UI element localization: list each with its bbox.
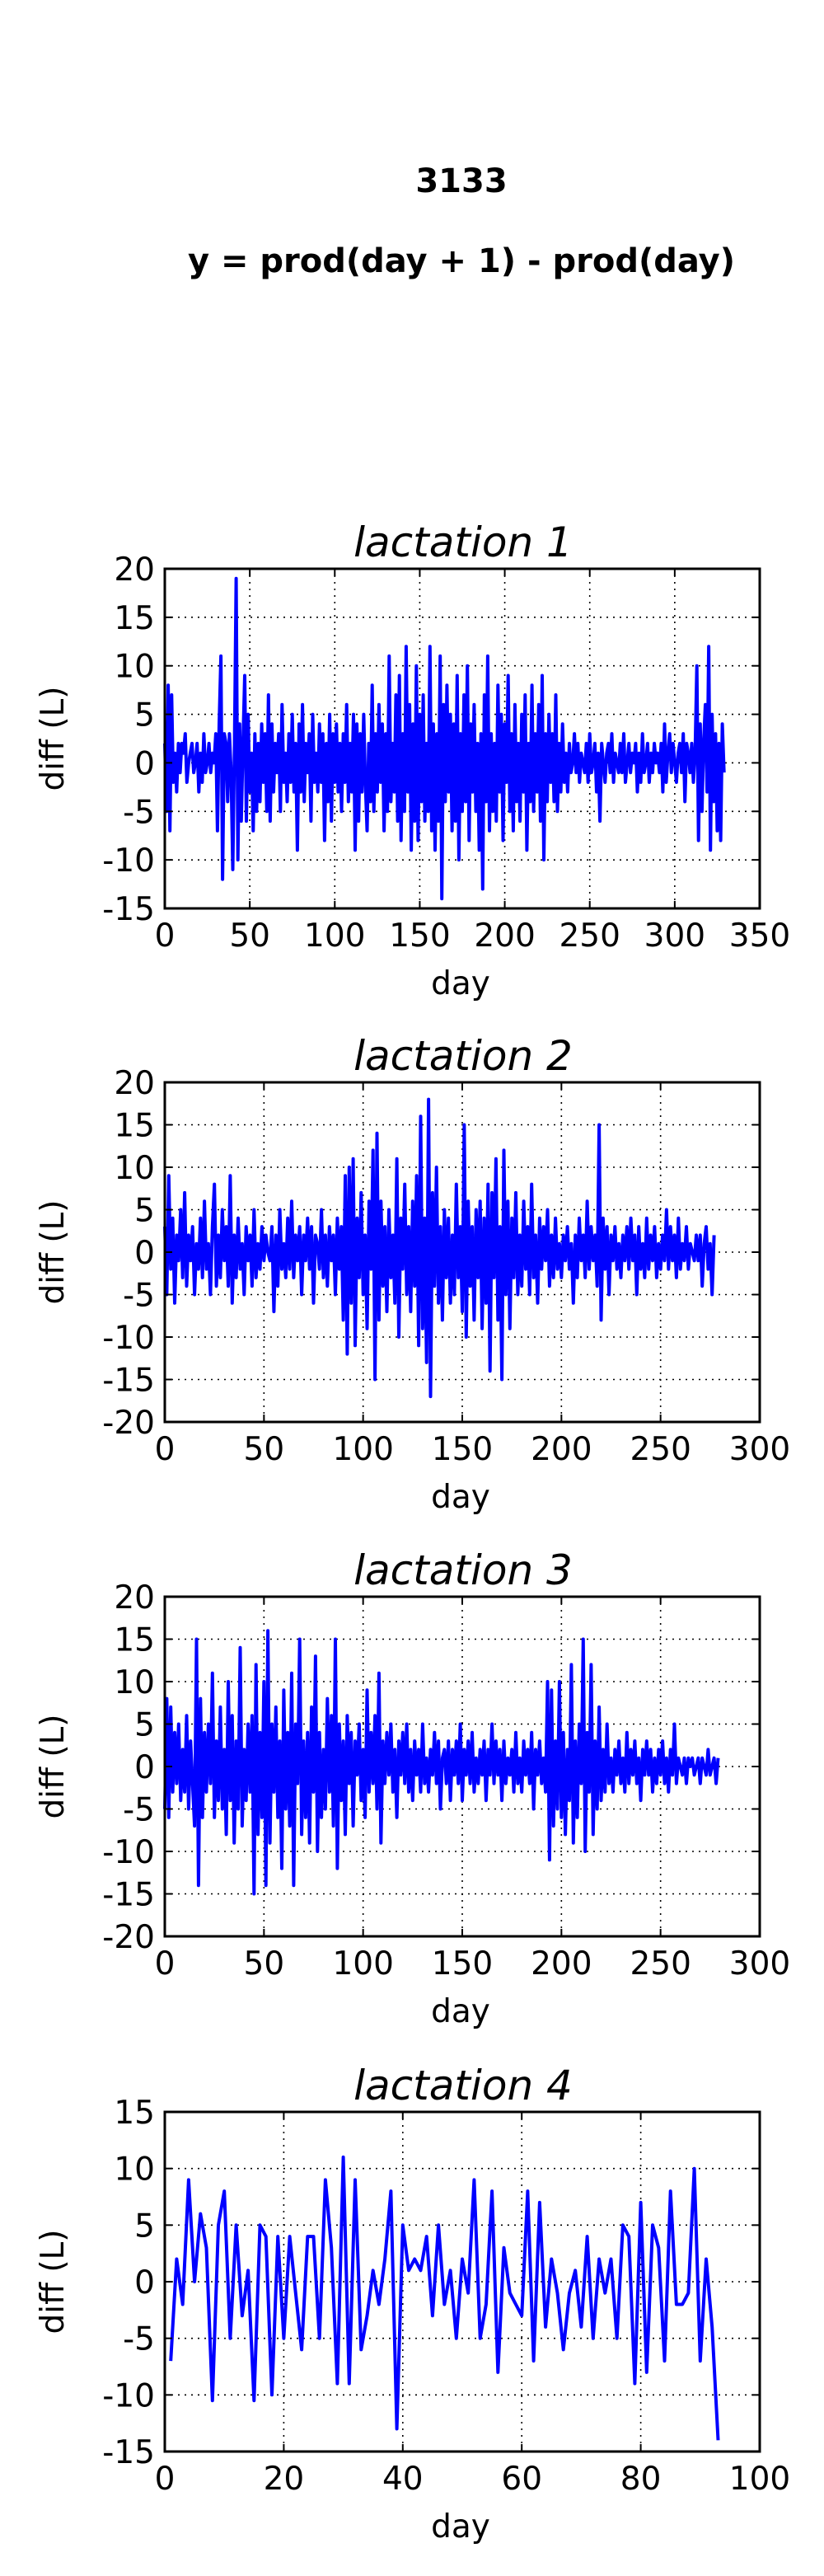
x-tick-label: 200: [474, 917, 535, 955]
x-tick-label: 250: [559, 917, 620, 955]
chart-panel-1: 0 50 100 150 200 250 300 350 -15 -10 -5 0 5 10 15 20 lac…: [35, 518, 790, 1002]
figure-title: 3133: [415, 162, 507, 200]
y-tick-label: 10: [114, 1664, 155, 1701]
x-axis-label: day: [431, 1479, 490, 1516]
y-tick-label: -15: [102, 1363, 155, 1400]
x-tick-label: 100: [332, 1945, 393, 1982]
y-tick-label: 15: [114, 2095, 155, 2132]
y-tick-label: 20: [114, 551, 155, 589]
panel-title: lactation 2: [353, 1032, 573, 1080]
x-tick-label: 20: [264, 2461, 305, 2498]
chart-panel-4: 0 20 40 60 80 100 -15 -10 -5 0 5 10 15 lactation 4 day…: [35, 2062, 790, 2546]
y-tick-label: -5: [123, 1792, 155, 1829]
x-tick-label: 50: [244, 1945, 285, 1982]
chart-panel-2: 0 50 100 150 200 250 300 -20 -15 -10 -5 0 5 10 15 20 lac…: [35, 1032, 790, 1516]
series-line: [163, 1629, 720, 1896]
x-tick-label: 0: [155, 917, 176, 955]
x-tick-label: 200: [531, 1945, 592, 1982]
figure-subtitle: y = prod(day + 1) - prod(day): [188, 242, 735, 280]
x-tick-label: 350: [729, 917, 790, 955]
y-axis-label: diff (L): [35, 1714, 72, 1818]
x-tick-label: 300: [644, 917, 705, 955]
x-tick-label: 100: [729, 2461, 790, 2498]
y-tick-label: 10: [114, 1150, 155, 1187]
y-tick-label: 0: [134, 745, 155, 782]
y-tick-label: 20: [114, 1579, 155, 1616]
x-tick-label: 150: [432, 1945, 493, 1982]
x-tick-label: 300: [729, 1945, 790, 1982]
panels-group: 0 50 100 150 200 250 300 350-15-10-505101520lac…: [35, 518, 790, 2546]
y-tick-label: -10: [102, 2377, 155, 2414]
y-tick-label: 15: [114, 1622, 155, 1659]
panel-title: lactation 1: [353, 518, 573, 566]
y-tick-label: 5: [134, 2208, 155, 2245]
x-tick-label: 300: [729, 1431, 790, 1468]
y-tick-label: 0: [134, 1749, 155, 1786]
panel-title: lactation 3: [353, 1546, 573, 1594]
series-line: [169, 2155, 720, 2441]
x-tick-label: 60: [501, 2461, 542, 2498]
y-tick-label: 5: [134, 697, 155, 734]
y-tick-label: -10: [102, 1320, 155, 1357]
x-tick-label: 200: [531, 1431, 592, 1468]
y-tick-label: 20: [114, 1065, 155, 1102]
y-axis-label: diff (L): [35, 2229, 72, 2334]
y-tick-label: -15: [102, 2434, 155, 2471]
y-tick-label: -15: [102, 1877, 155, 1914]
x-tick-label: 250: [630, 1431, 691, 1468]
series-line: [163, 576, 726, 901]
x-tick-label: 80: [620, 2461, 662, 2498]
y-tick-label: -20: [102, 1405, 155, 1442]
y-tick-label: 15: [114, 1108, 155, 1145]
y-tick-label: -5: [123, 2321, 155, 2358]
y-tick-label: 0: [134, 2264, 155, 2302]
chart-panel-3: 0 50 100 150 200 250 300 -20 -15 -10 -5 0 5 10 15 20 lac…: [35, 1546, 790, 2030]
y-tick-label: -10: [102, 842, 155, 880]
y-tick-label: 5: [134, 1193, 155, 1230]
y-tick-label: 0: [134, 1235, 155, 1272]
y-tick-label: -15: [102, 891, 155, 928]
y-tick-label: 10: [114, 649, 155, 686]
x-tick-label: 0: [155, 1431, 176, 1468]
y-tick-label: 5: [134, 1707, 155, 1744]
y-tick-label: -10: [102, 1834, 155, 1871]
x-tick-label: 150: [389, 917, 450, 955]
y-tick-label: 15: [114, 600, 155, 637]
x-tick-label: 0: [155, 2461, 176, 2498]
x-tick-label: 0: [155, 1945, 176, 1982]
y-axis-label: diff (L): [35, 1199, 72, 1304]
x-tick-label: 250: [630, 1945, 691, 1982]
panel-title: lactation 4: [353, 2062, 573, 2109]
y-axis-label: diff (L): [35, 686, 72, 791]
x-tick-label: 100: [332, 1431, 393, 1468]
y-tick-label: -20: [102, 1919, 155, 1956]
x-axis-label: day: [431, 2508, 490, 2546]
x-tick-label: 150: [432, 1431, 493, 1468]
x-axis-label: day: [431, 1993, 490, 2030]
y-tick-label: 10: [114, 2151, 155, 2189]
y-tick-label: -5: [123, 1278, 155, 1315]
x-tick-label: 40: [382, 2461, 424, 2498]
x-tick-label: 100: [304, 917, 365, 955]
x-axis-label: day: [431, 965, 490, 1002]
series-line: [163, 1097, 716, 1399]
x-tick-label: 50: [229, 917, 270, 955]
y-tick-label: -5: [123, 794, 155, 831]
x-tick-label: 50: [244, 1431, 285, 1468]
plot-frame: [163, 567, 761, 910]
